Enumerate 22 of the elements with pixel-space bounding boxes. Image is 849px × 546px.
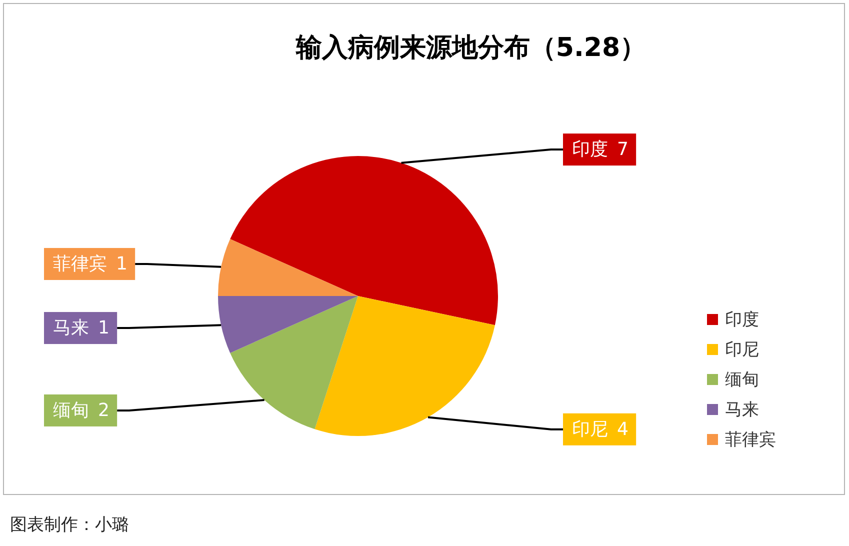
slice-label: 印尼 (572, 418, 608, 440)
slice-label: 马来 (53, 318, 89, 339)
data-label: 4 (617, 418, 628, 440)
data-label: 7 (617, 139, 628, 160)
data-label: 1 (98, 318, 110, 339)
legend-label: 缅甸 (725, 368, 759, 390)
pie-slice (230, 156, 498, 326)
data-label: 2 (98, 400, 110, 421)
chart-title: 输入病例来源地分布（5.28） (294, 32, 648, 65)
pie-slice (218, 296, 358, 353)
data-label: 1 (116, 253, 128, 274)
legend-label: 菲律宾 (725, 428, 776, 450)
text: 图表制作：小璐 (10, 514, 129, 536)
legend-label: 印尼 (725, 338, 759, 360)
slice-label: 缅甸 (53, 400, 89, 421)
pie-slice (218, 239, 358, 296)
pie-slice (230, 296, 358, 430)
pie-slice (314, 296, 495, 436)
legend-label: 马来 (725, 398, 759, 420)
slice-label: 印度 (572, 139, 608, 160)
slice-label: 菲律宾 (53, 253, 107, 274)
legend-label: 印度 (725, 308, 759, 330)
